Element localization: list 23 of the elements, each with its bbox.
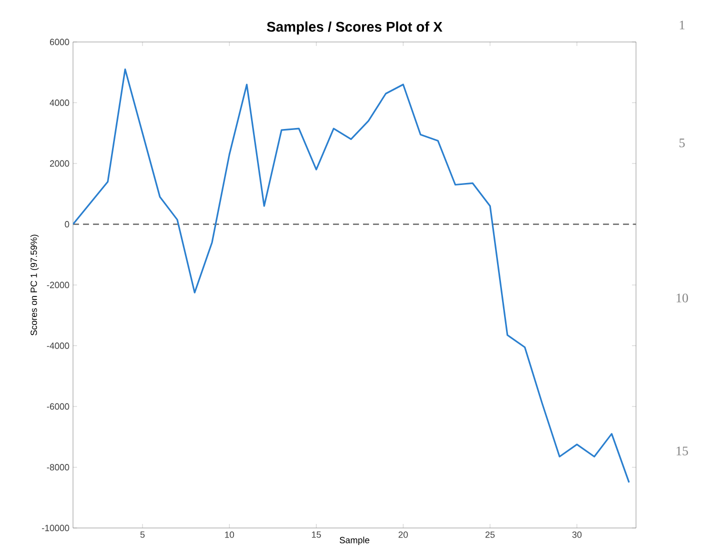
text: 1 — [680, 20, 684, 30]
y-tick-label: -6000 — [46, 403, 70, 410]
y-tick-label: -8000 — [46, 464, 70, 470]
y-tick-label: 0 — [64, 221, 70, 228]
x-tick-label: 10 — [225, 532, 234, 538]
x-axis-title: Sample — [340, 536, 370, 546]
chart-title: Samples / Scores Plot of X — [266, 21, 442, 34]
x-tick-label: 30 — [572, 532, 582, 538]
y-tick-label: -2000 — [46, 282, 70, 288]
y-tick-label: -10000 — [42, 524, 70, 532]
x-tick-label: 25 — [486, 532, 495, 538]
y-tick-label: 2000 — [50, 160, 70, 167]
y-axis-title: Scores on PC 1 (97.59%) — [30, 234, 39, 336]
line-series — [73, 68, 630, 484]
x-tick-label: 15 — [312, 532, 321, 538]
y-tick-label: 6000 — [50, 38, 70, 46]
x-tick-label: 5 — [140, 532, 145, 538]
y-tick-label: 4000 — [50, 100, 70, 106]
y-tick-label: -4000 — [46, 342, 70, 349]
text: 10 — [676, 294, 688, 302]
text: 15 — [676, 446, 688, 456]
x-tick-label: 20 — [398, 532, 408, 538]
text: 5 — [680, 138, 685, 148]
